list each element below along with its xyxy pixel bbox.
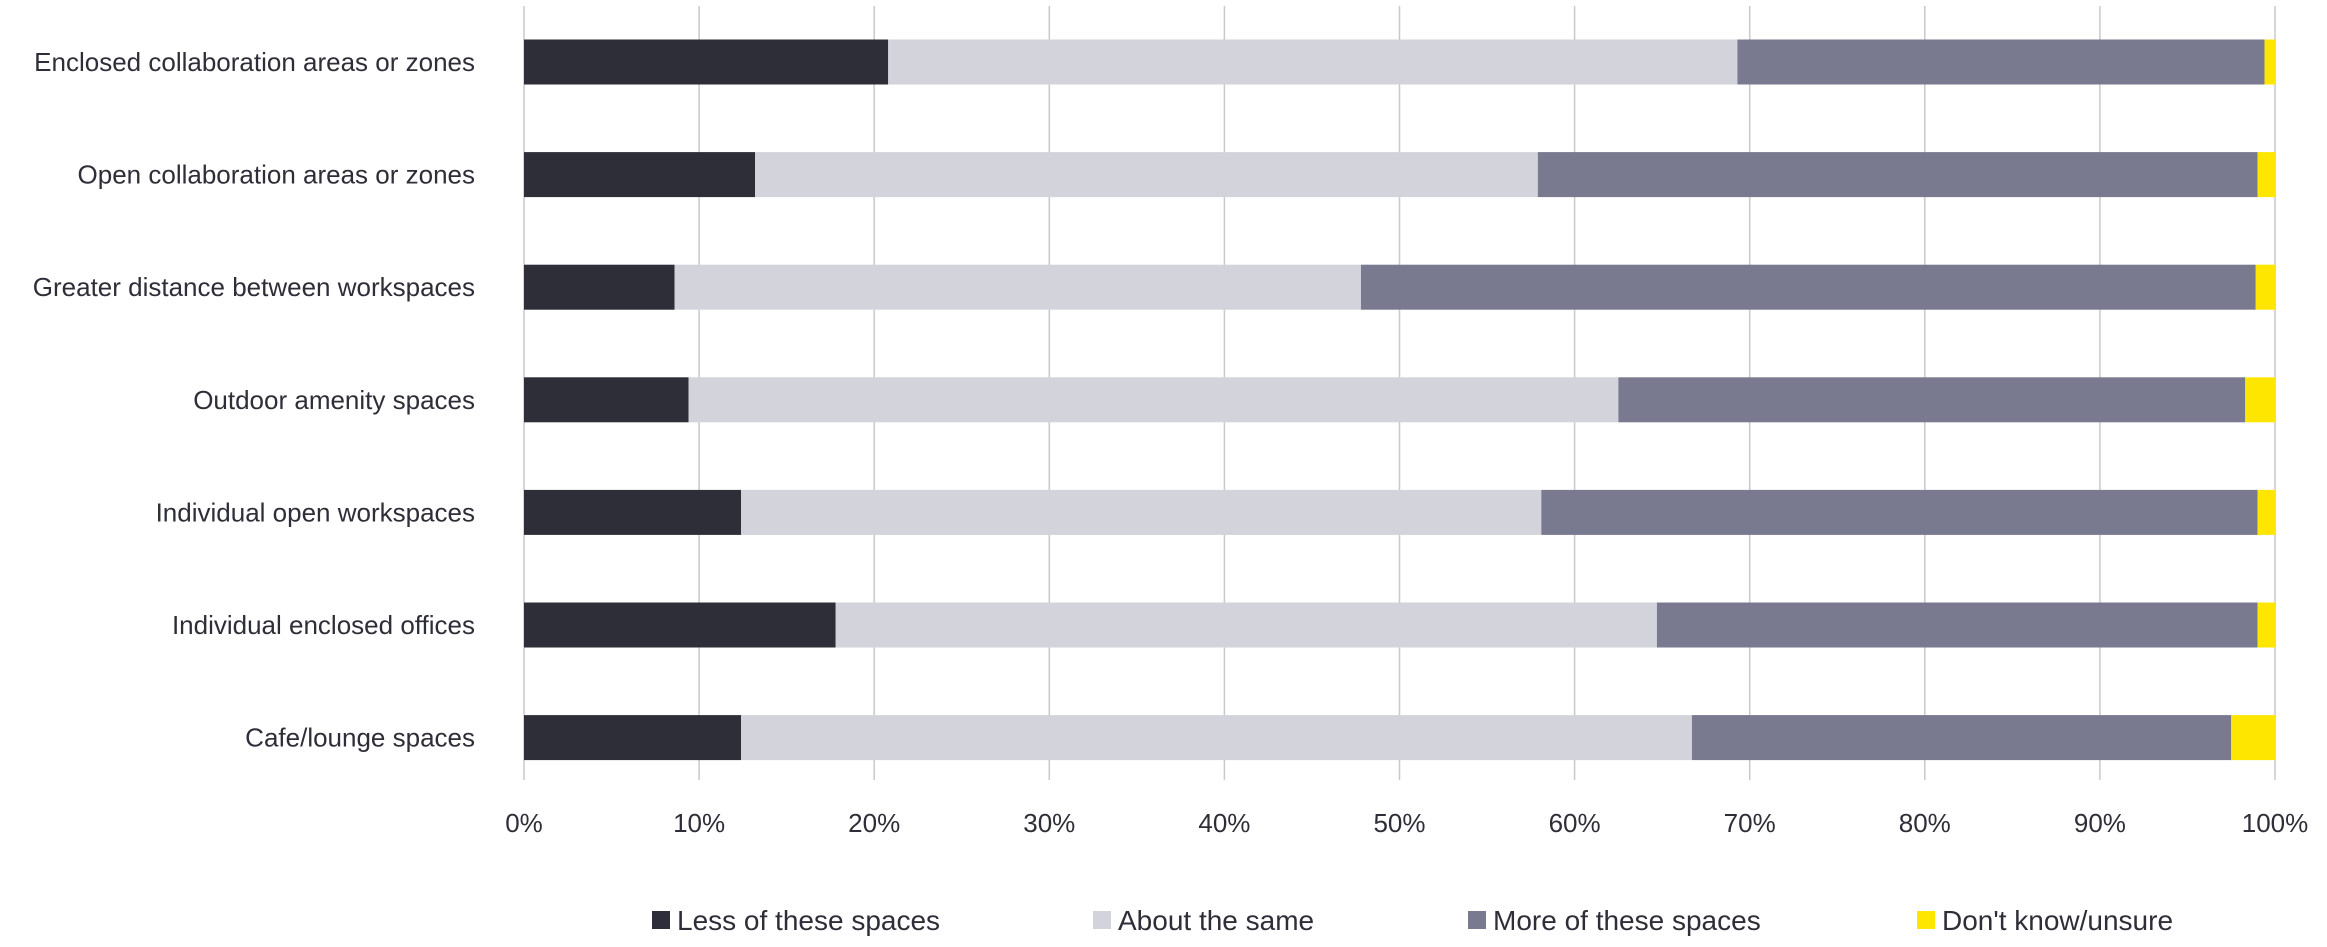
bar-segment xyxy=(1691,715,2232,761)
bar-segment xyxy=(1537,152,2258,198)
x-tick-label: 80% xyxy=(1899,808,1951,838)
x-tick-label: 40% xyxy=(1198,808,1250,838)
category-label: Open collaboration areas or zones xyxy=(78,160,475,190)
bar-segment xyxy=(524,377,689,423)
x-tick-label: 20% xyxy=(848,808,900,838)
bar-segment xyxy=(524,489,742,535)
x-tick-label: 100% xyxy=(2242,808,2309,838)
category-label: Individual enclosed offices xyxy=(172,610,475,640)
bar-segment xyxy=(2245,377,2275,423)
bar-segment xyxy=(888,39,1738,85)
x-tick-label: 60% xyxy=(1549,808,1601,838)
bar-segment xyxy=(1618,377,2246,423)
category-label: Individual open workspaces xyxy=(156,497,475,527)
legend-swatch xyxy=(1468,911,1486,929)
legend-label: Don't know/unsure xyxy=(1942,905,2173,936)
bar-segment xyxy=(1360,264,2256,310)
bar-segment xyxy=(1737,39,2265,85)
legend-swatch xyxy=(652,911,670,929)
bar-segment xyxy=(2257,602,2275,648)
bar-segment xyxy=(1656,602,2258,648)
legend-label: More of these spaces xyxy=(1493,905,1761,936)
category-label: Cafe/lounge spaces xyxy=(245,723,475,753)
bar-segment xyxy=(524,152,756,198)
bar-segment xyxy=(1541,489,2258,535)
bar-segment xyxy=(524,39,889,85)
legend-swatch xyxy=(1093,911,1111,929)
x-axis-ticks: 0% 10% 20% 30% 40% 50% 60% 70% 80% 90% 100% xyxy=(505,808,2308,838)
category-label: Outdoor amenity spaces xyxy=(193,385,475,415)
bar-segment xyxy=(2255,264,2275,310)
bar-segment xyxy=(524,264,675,310)
bar-segment xyxy=(835,602,1657,648)
bar-segment xyxy=(2231,715,2275,761)
bar-segment xyxy=(2257,152,2275,198)
bar-segment xyxy=(688,377,1619,423)
category-labels: Enclosed collaboration areas or zones Ope… xyxy=(33,47,475,753)
legend: Less of these spaces About the same More o… xyxy=(652,905,2173,936)
category-label: Greater distance between workspaces xyxy=(33,272,475,302)
x-tick-label: 70% xyxy=(1724,808,1776,838)
x-tick-label: 30% xyxy=(1023,808,1075,838)
bar-segment xyxy=(2264,39,2275,85)
bar-segment xyxy=(524,715,742,761)
bars xyxy=(524,39,2275,761)
x-tick-label: 0% xyxy=(505,808,543,838)
legend-label: About the same xyxy=(1118,905,1314,936)
bar-segment xyxy=(741,489,1542,535)
x-tick-label: 50% xyxy=(1373,808,1425,838)
bar-segment xyxy=(674,264,1361,310)
bar-segment xyxy=(2257,489,2275,535)
category-label: Enclosed collaboration areas or zones xyxy=(34,47,475,77)
bar-segment xyxy=(524,602,836,648)
bar-segment xyxy=(741,715,1692,761)
legend-swatch xyxy=(1917,911,1935,929)
x-tick-label: 90% xyxy=(2074,808,2126,838)
bar-segment xyxy=(755,152,1538,198)
x-tick-label: 10% xyxy=(673,808,725,838)
legend-label: Less of these spaces xyxy=(677,905,940,936)
